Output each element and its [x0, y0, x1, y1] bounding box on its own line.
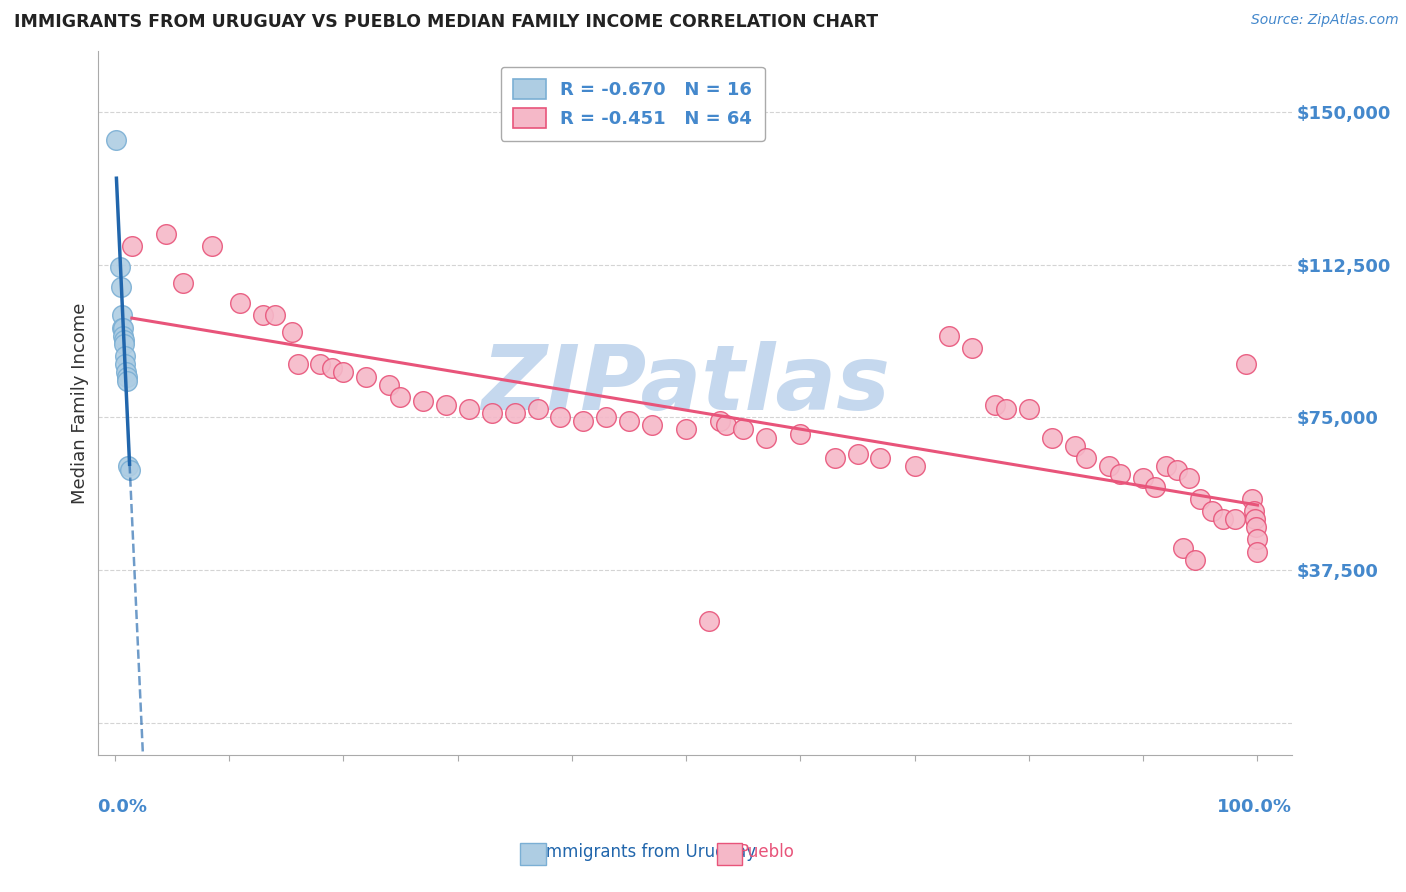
Point	[789, 426, 811, 441]
Point	[1212, 512, 1234, 526]
Point	[697, 614, 720, 628]
Point	[1246, 533, 1268, 547]
Text: Immigrants from Uruguay: Immigrants from Uruguay	[541, 843, 756, 861]
Point	[595, 410, 617, 425]
Point	[111, 320, 134, 334]
Point	[112, 328, 135, 343]
Point	[709, 414, 731, 428]
Point	[995, 402, 1018, 417]
Point	[252, 309, 274, 323]
Point	[846, 447, 869, 461]
Point	[155, 227, 177, 241]
Point	[904, 459, 927, 474]
Point	[114, 349, 136, 363]
Text: 100.0%: 100.0%	[1216, 797, 1292, 815]
Point	[287, 357, 309, 371]
Point	[960, 341, 983, 355]
Point	[1154, 459, 1177, 474]
Point	[938, 328, 960, 343]
Point	[117, 374, 139, 388]
Text: Source: ZipAtlas.com: Source: ZipAtlas.com	[1251, 13, 1399, 28]
Point	[110, 309, 132, 323]
Point	[824, 450, 846, 465]
Point	[1132, 471, 1154, 485]
Point	[229, 296, 252, 310]
Point	[201, 239, 224, 253]
Point	[121, 239, 143, 253]
Point	[1098, 459, 1121, 474]
Y-axis label: Median Family Income: Median Family Income	[72, 302, 89, 504]
Point	[389, 390, 412, 404]
Point	[118, 463, 141, 477]
Point	[263, 309, 285, 323]
Point	[1074, 450, 1097, 465]
Point	[105, 133, 128, 147]
Text: IMMIGRANTS FROM URUGUAY VS PUEBLO MEDIAN FAMILY INCOME CORRELATION CHART: IMMIGRANTS FROM URUGUAY VS PUEBLO MEDIAN…	[14, 13, 879, 31]
Point	[550, 410, 572, 425]
Point	[733, 422, 755, 436]
Point	[1109, 467, 1132, 482]
Point	[1223, 512, 1246, 526]
Point	[321, 361, 343, 376]
Point	[869, 450, 891, 465]
Point	[1243, 504, 1265, 518]
Point	[332, 366, 354, 380]
Point	[714, 418, 737, 433]
Point	[112, 337, 135, 351]
Text: ZIPatlas: ZIPatlas	[482, 341, 890, 429]
Text: 0.0%: 0.0%	[97, 797, 148, 815]
Point	[112, 333, 135, 347]
Point	[110, 280, 132, 294]
Point	[1244, 512, 1267, 526]
Point	[309, 357, 332, 371]
Point	[111, 320, 134, 334]
Point	[675, 422, 697, 436]
Point	[115, 366, 138, 380]
Point	[354, 369, 377, 384]
Point	[1246, 520, 1268, 534]
Point	[172, 276, 194, 290]
Point	[526, 402, 548, 417]
Point	[1178, 471, 1201, 485]
Point	[1018, 402, 1040, 417]
Point	[1201, 504, 1223, 518]
Point	[572, 414, 595, 428]
Point	[1184, 553, 1206, 567]
Point	[617, 414, 640, 428]
Point	[108, 260, 131, 274]
Point	[458, 402, 481, 417]
Point	[281, 325, 304, 339]
Point	[641, 418, 664, 433]
Point	[1246, 544, 1268, 558]
Point	[117, 459, 139, 474]
Point	[503, 406, 526, 420]
Point	[114, 357, 136, 371]
Point	[378, 377, 401, 392]
Point	[434, 398, 457, 412]
Point	[1234, 357, 1257, 371]
Point	[1040, 431, 1063, 445]
Point	[1166, 463, 1188, 477]
Point	[983, 398, 1005, 412]
Point	[481, 406, 503, 420]
Legend: R = -0.670   N = 16, R = -0.451   N = 64: R = -0.670 N = 16, R = -0.451 N = 64	[501, 67, 765, 141]
Point	[115, 369, 138, 384]
Point	[1173, 541, 1195, 555]
Point	[412, 394, 434, 409]
Point	[1063, 439, 1085, 453]
Point	[755, 431, 778, 445]
Point	[1240, 491, 1263, 506]
Text: Pueblo: Pueblo	[738, 843, 794, 861]
Point	[1143, 479, 1166, 493]
Point	[1189, 491, 1212, 506]
